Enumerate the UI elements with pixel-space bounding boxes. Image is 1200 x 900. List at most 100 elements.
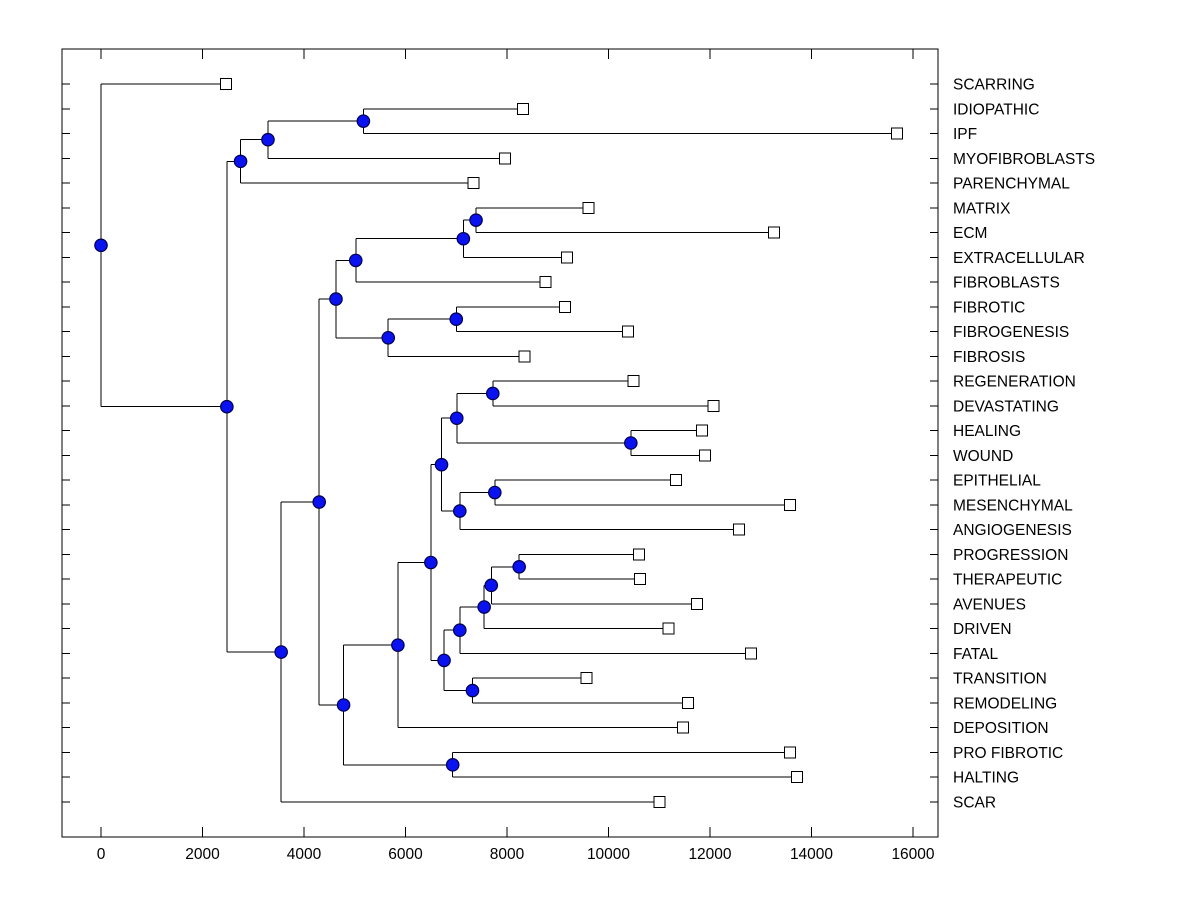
branch-node-marker[interactable] — [488, 485, 502, 500]
leaf-marker[interactable] — [558, 300, 571, 313]
x-tick-label: 8000 — [490, 846, 525, 863]
leaf-label: EPITHELIAL — [953, 473, 1041, 490]
x-tick-label: 12000 — [688, 846, 731, 863]
leaf-marker[interactable] — [677, 721, 690, 734]
leaf-label: MESENCHYMAL — [953, 497, 1073, 514]
branch-node-marker[interactable] — [274, 645, 288, 659]
leaf-marker[interactable] — [627, 375, 640, 388]
branch-node-marker[interactable] — [453, 504, 467, 518]
branch-node-marker[interactable] — [512, 559, 526, 574]
branch-node-marker[interactable] — [233, 154, 248, 169]
leaf-marker[interactable] — [707, 399, 720, 412]
leaf-marker[interactable] — [784, 746, 797, 759]
leaf-marker[interactable] — [682, 696, 695, 709]
x-tick-label: 6000 — [388, 846, 423, 863]
leaf-label: FIBROBLASTS — [953, 275, 1060, 292]
leaf-label: THERAPEUTIC — [953, 572, 1062, 589]
branch-node-marker[interactable] — [329, 292, 343, 306]
leaf-label: IDIOPATHIC — [953, 101, 1039, 118]
leaf-marker[interactable] — [539, 276, 552, 289]
leaf-marker[interactable] — [767, 226, 780, 239]
leaf-marker[interactable] — [784, 498, 797, 511]
leaf-marker[interactable] — [518, 350, 531, 363]
leaf-label: SCARRING — [953, 77, 1035, 94]
branch-node-marker[interactable] — [356, 114, 371, 128]
branch-node-marker[interactable] — [348, 253, 363, 268]
leaf-label: SCAR — [953, 794, 996, 811]
leaf-label: ANGIOGENESIS — [953, 522, 1072, 539]
branch-node-marker[interactable] — [449, 411, 464, 426]
branch-node-marker[interactable] — [434, 457, 449, 472]
branch-node-marker[interactable] — [445, 758, 460, 772]
leaf-marker[interactable] — [662, 622, 675, 635]
leaf-marker[interactable] — [669, 474, 682, 487]
leaf-marker[interactable] — [790, 771, 803, 784]
branch-node-marker[interactable] — [624, 436, 638, 450]
branch-node-marker[interactable] — [424, 555, 438, 570]
leaf-label: DRIVEN — [953, 621, 1012, 638]
branch-node-marker[interactable] — [220, 399, 234, 414]
branch-node-marker[interactable] — [465, 683, 480, 698]
branch-node-marker[interactable] — [261, 132, 275, 147]
branch-node-marker[interactable] — [469, 213, 483, 227]
leaf-label: FIBROTIC — [953, 299, 1025, 316]
leaf-label: DEPOSITION — [953, 720, 1049, 737]
leaf-marker[interactable] — [732, 523, 745, 536]
branch-node-marker[interactable] — [477, 600, 491, 614]
leaf-marker[interactable] — [698, 449, 711, 462]
leaf-label: TRANSITION — [953, 671, 1047, 688]
leaf-marker[interactable] — [745, 647, 758, 660]
leaf-marker[interactable] — [219, 78, 232, 90]
leaf-marker[interactable] — [690, 597, 703, 610]
leaf-label: FIBROSIS — [953, 349, 1025, 366]
leaf-marker[interactable] — [560, 251, 573, 264]
leaf-marker[interactable] — [890, 127, 903, 140]
leaf-marker[interactable] — [498, 152, 511, 165]
x-tick-label: 14000 — [790, 846, 833, 863]
x-tick-label: 10000 — [587, 846, 630, 863]
branch-node-marker[interactable] — [437, 653, 451, 668]
leaf-marker[interactable] — [580, 672, 593, 685]
x-tick-label: 2000 — [185, 846, 220, 863]
branch-node-marker[interactable] — [381, 330, 396, 345]
leaf-label: PROGRESSION — [953, 547, 1068, 564]
leaf-label: ECM — [953, 225, 987, 242]
leaf-label: EXTRACELLULAR — [953, 250, 1085, 267]
branch-node-marker[interactable] — [312, 495, 327, 509]
leaf-label: FIBROGENESIS — [953, 324, 1069, 341]
leaf-label: IPF — [953, 126, 977, 143]
leaf-label: PRO FIBROTIC — [953, 745, 1063, 762]
leaf-label: DEVASTATING — [953, 398, 1059, 415]
branch-node-marker[interactable] — [449, 312, 464, 327]
branch-node-marker[interactable] — [484, 578, 499, 593]
axes-box — [61, 48, 939, 838]
leaf-marker[interactable] — [632, 548, 645, 561]
leaf-label: PARENCHYMAL — [953, 176, 1070, 193]
leaf-marker[interactable] — [582, 201, 595, 214]
leaf-marker[interactable] — [653, 795, 666, 808]
branch-node-marker[interactable] — [94, 238, 108, 253]
leaf-label: MATRIX — [953, 200, 1011, 217]
leaf-label: AVENUES — [953, 596, 1026, 613]
branch-node-marker[interactable] — [336, 698, 351, 712]
x-tick-label: 16000 — [891, 846, 934, 863]
branch-node-marker[interactable] — [391, 638, 405, 652]
leaf-label: HEALING — [953, 423, 1021, 440]
leaf-label: REGENERATION — [953, 374, 1076, 391]
leaf-marker[interactable] — [695, 424, 708, 437]
branch-node-marker[interactable] — [453, 623, 467, 638]
branch-node-marker[interactable] — [456, 231, 471, 246]
x-tick-label: 4000 — [287, 846, 322, 863]
leaf-label: HALTING — [953, 770, 1019, 787]
leaf-label: MYOFIBROBLASTS — [953, 151, 1095, 168]
leaf-marker[interactable] — [467, 177, 480, 190]
leaf-label: FATAL — [953, 646, 998, 663]
leaf-label: REMODELING — [953, 695, 1057, 712]
branch-node-marker[interactable] — [485, 386, 500, 401]
leaf-label: WOUND — [953, 448, 1013, 465]
leaf-marker[interactable] — [621, 325, 634, 338]
leaf-marker[interactable] — [633, 573, 646, 586]
leaf-marker[interactable] — [517, 102, 530, 115]
